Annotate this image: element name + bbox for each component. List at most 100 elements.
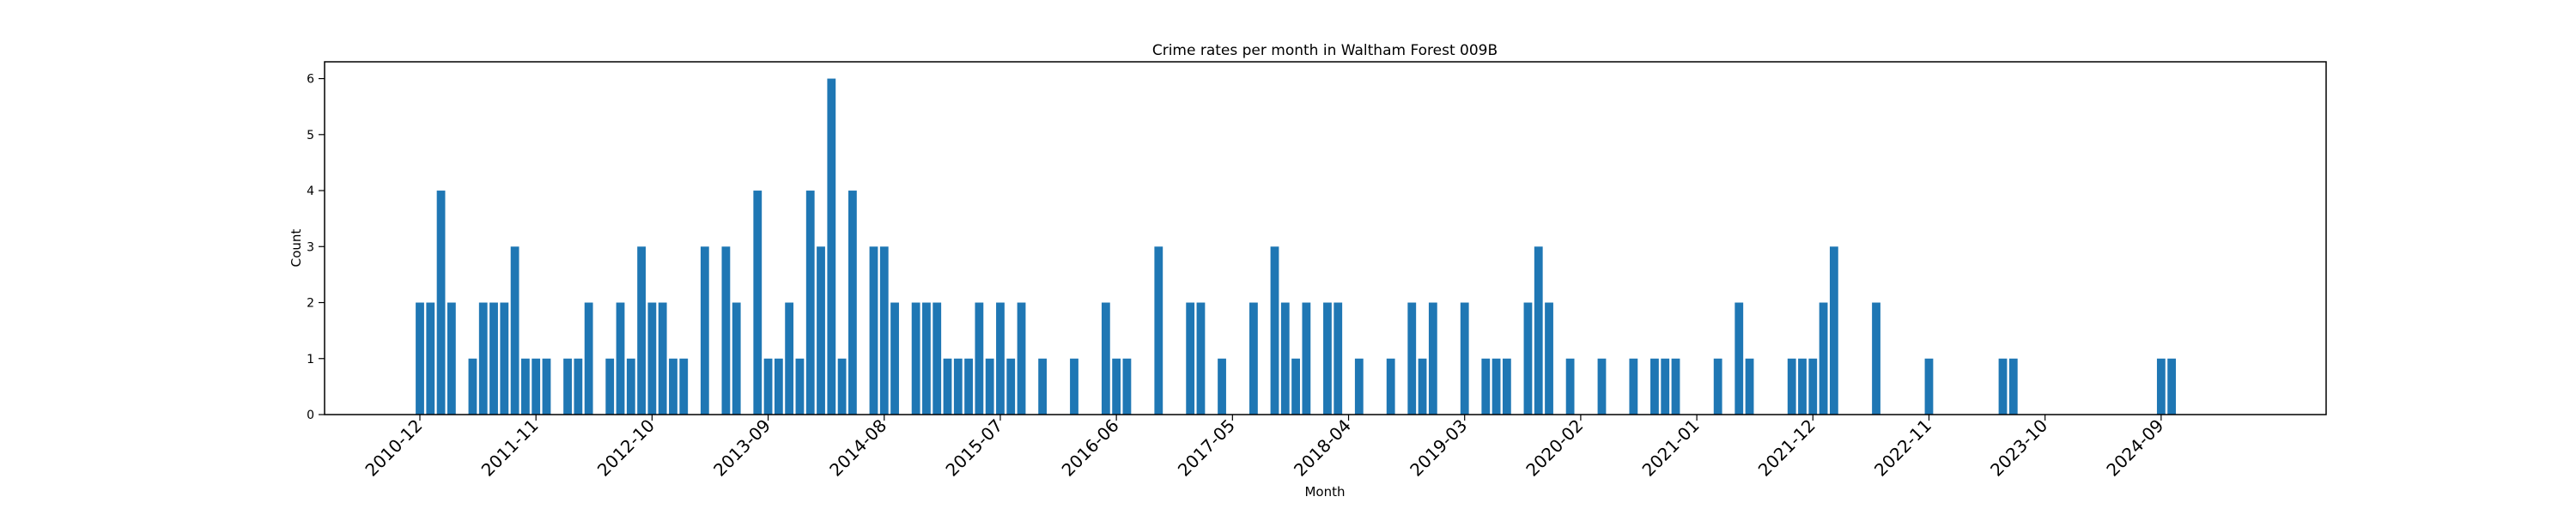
bar: [2167, 358, 2177, 415]
bar: [468, 358, 477, 415]
bar: [1671, 358, 1680, 415]
bar: [1629, 358, 1638, 415]
chart-title: Crime rates per month in Waltham Forest …: [1152, 42, 1498, 59]
y-tick-label: 2: [307, 297, 314, 311]
bar: [890, 302, 899, 415]
bar: [584, 302, 593, 415]
bar: [911, 302, 920, 415]
bar: [943, 358, 952, 415]
bar: [1460, 302, 1469, 415]
bars-group: [416, 78, 2177, 415]
bar: [447, 302, 456, 415]
bar: [1354, 358, 1364, 415]
bar: [1280, 302, 1290, 415]
bar: [1745, 358, 1754, 415]
bar: [985, 358, 994, 415]
y-axis-label: Count: [289, 229, 304, 268]
bar: [1323, 302, 1332, 415]
y-tick-label: 0: [307, 409, 314, 422]
bar: [1735, 302, 1744, 415]
bar: [1270, 246, 1279, 415]
bar: [933, 302, 942, 415]
bar: [827, 78, 836, 415]
bar: [2008, 358, 2018, 415]
bar: [964, 358, 973, 415]
bar: [1122, 358, 1132, 415]
bar: [848, 191, 857, 415]
y-tick-label: 5: [307, 129, 314, 142]
bar: [1418, 358, 1427, 415]
bar: [1186, 302, 1195, 415]
bar: [658, 302, 667, 415]
bar: [1787, 358, 1796, 415]
bar: [1101, 302, 1110, 415]
bar: [478, 302, 488, 415]
bar: [996, 302, 1005, 415]
bar: [1249, 302, 1258, 415]
bar: [1070, 358, 1078, 415]
bar: [1650, 358, 1659, 415]
bar: [817, 246, 825, 415]
bar: [1998, 358, 2008, 415]
y-tick-label: 1: [307, 353, 314, 367]
bar: [732, 302, 741, 415]
bar: [1154, 246, 1163, 415]
bar: [1872, 302, 1880, 415]
bar: [626, 358, 635, 415]
bar: [1112, 358, 1121, 415]
bar: [563, 358, 572, 415]
bar: [1196, 302, 1206, 415]
bar: [1386, 358, 1395, 415]
bar: [1428, 302, 1437, 415]
bar: [436, 191, 446, 415]
bar: [1534, 246, 1543, 415]
bar: [542, 358, 551, 415]
bar: [2156, 358, 2166, 415]
y-axis-ticks: 0 1 2 3 4 5 6: [307, 73, 325, 422]
bar: [763, 358, 773, 415]
bar: [1661, 358, 1670, 415]
bar: [1038, 358, 1048, 415]
bar: [500, 302, 509, 415]
bar: [1798, 358, 1807, 415]
y-tick-label: 6: [307, 73, 314, 87]
bar: [1291, 358, 1300, 415]
bar: [753, 191, 762, 415]
bar: [1407, 302, 1417, 415]
bar: [1819, 302, 1828, 415]
bar: [426, 302, 435, 415]
bar: [1829, 246, 1838, 415]
y-tick-label: 3: [307, 240, 314, 254]
bar: [1302, 302, 1311, 415]
bar: [700, 246, 709, 415]
bar: [795, 358, 805, 415]
bar: [1502, 358, 1511, 415]
bar: [489, 302, 498, 415]
bar: [785, 302, 794, 415]
bar: [1713, 358, 1722, 415]
bar: [647, 302, 657, 415]
bar: [1017, 302, 1026, 415]
bar: [679, 358, 689, 415]
bar: [805, 191, 815, 415]
bar: [637, 246, 646, 415]
bar: [521, 358, 530, 415]
bar: [616, 302, 625, 415]
bar: [1924, 358, 1934, 415]
bar: [510, 246, 519, 415]
bar: [1218, 358, 1226, 415]
bar: [1006, 358, 1016, 415]
bar: [605, 358, 615, 415]
plot-area-frame: [324, 61, 2327, 415]
bar: [1565, 358, 1575, 415]
bar: [669, 358, 677, 415]
bar: [922, 302, 931, 415]
bar: [721, 246, 731, 415]
bar: [416, 302, 424, 415]
bar: [879, 246, 889, 415]
bar: [574, 358, 583, 415]
bar: [1808, 358, 1818, 415]
bar: [953, 358, 963, 415]
